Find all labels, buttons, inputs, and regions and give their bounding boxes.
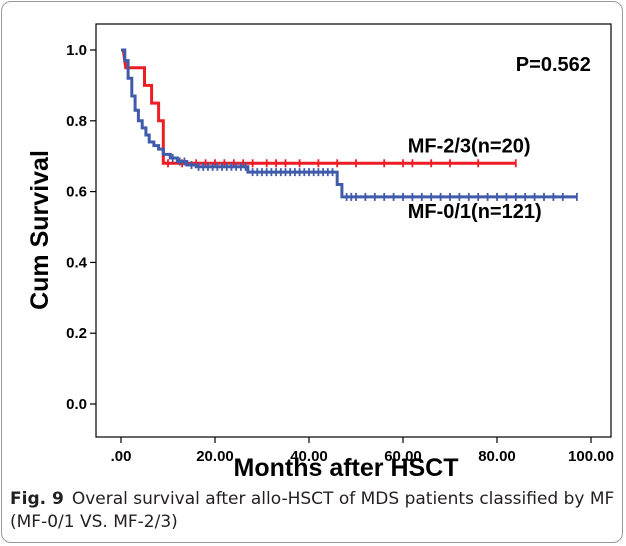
series-line-mf01 <box>121 48 577 199</box>
y-tick-label: 0.2 <box>66 325 87 342</box>
x-axis: .00 20.00 40.00 60.00 80.00 100.00 <box>111 437 614 465</box>
y-tick-label: 0.6 <box>66 184 87 201</box>
x-tick-label: 20.00 <box>196 448 234 465</box>
figure-caption: Fig. 9 Overal survival after allo-HSCT of… <box>10 488 616 534</box>
y-tick-label: 0.0 <box>66 396 87 413</box>
y-axis: 0.0 0.2 0.4 0.6 0.8 1.0 <box>66 42 96 413</box>
x-tick-label: 100.00 <box>568 448 614 465</box>
survival-chart: .00 20.00 40.00 60.00 80.00 100.00 0.00.20.40… <box>26 23 614 482</box>
annotation: P=0.562 <box>516 54 591 76</box>
x-tick-label: .00 <box>111 448 132 465</box>
figure-caption-text: Overal survival after allo-HSCT of MDS p… <box>10 489 615 532</box>
x-axis-label: Months after HSCT <box>234 454 459 482</box>
y-axis-label: Cum Survival <box>26 150 54 310</box>
series-layer <box>121 48 578 201</box>
annotation: MF-0/1(n=121) <box>408 201 542 223</box>
annotation-layer: P=0.562 MF-2/3(n=20) MF-0/1(n=121) <box>408 54 591 223</box>
annotation: MF-2/3(n=20) <box>408 136 531 158</box>
y-tick-label: 1.0 <box>66 42 87 59</box>
y-tick-label: 0.8 <box>66 113 87 130</box>
x-tick-label: 80.00 <box>478 448 516 465</box>
series-line-mf23 <box>121 48 516 165</box>
x-tick-label: 40.00 <box>290 448 328 465</box>
y-tick-label: 0.4 <box>66 254 88 271</box>
figure-label: Fig. 9 <box>10 489 64 509</box>
plot-area <box>95 23 612 438</box>
x-tick-label: 60.00 <box>384 448 422 465</box>
